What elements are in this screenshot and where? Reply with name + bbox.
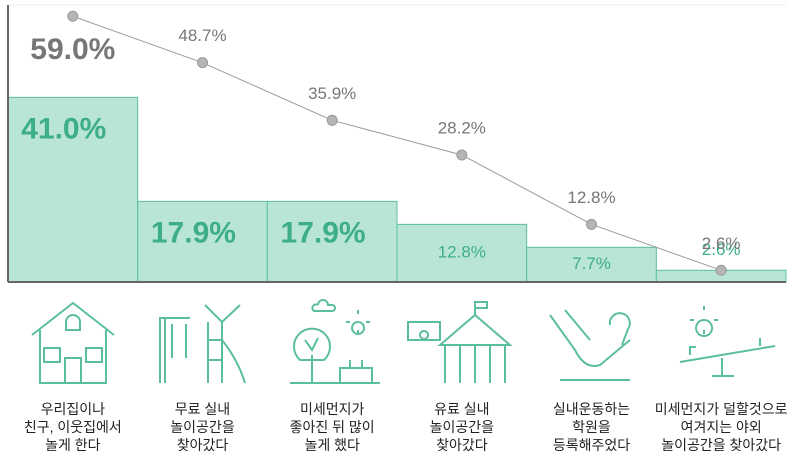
icons: [31, 299, 776, 384]
line-point: [715, 264, 727, 276]
line-value-label: 59.0%: [30, 33, 115, 66]
line-point: [586, 218, 597, 230]
bar: [526, 246, 657, 283]
line-point: [67, 10, 79, 22]
category-label: 무료 실내 놀이공간을 찾아갔다: [170, 401, 235, 453]
bar-value-label: 17.9%: [151, 216, 236, 249]
bar-value-label: 12.8%: [438, 243, 486, 262]
category-label: 유료 실내 놀이공간을 찾아갔다: [429, 401, 495, 453]
bar-value-label: 7.7%: [572, 254, 611, 273]
line-point: [197, 57, 208, 69]
line-value-label: 35.9%: [308, 84, 356, 103]
category-label: 미세먼지가 좋아진 뒤 많이 놀게 했다: [289, 401, 375, 453]
bar-value-label: 17.9%: [281, 216, 366, 249]
bar: [137, 200, 268, 283]
line-value-label: 28.2%: [438, 118, 486, 137]
category-label: 우리집이나 친구, 이웃집에서 놀게 한다: [23, 401, 122, 453]
bar-value-label: 41.0%: [21, 112, 106, 145]
line-point: [326, 114, 338, 126]
line-value-label: 2.6%: [702, 234, 741, 253]
line-value-label: 48.7%: [178, 26, 226, 45]
bar-value-label: 2.6%: [702, 240, 741, 259]
line-value-label: 12.8%: [567, 188, 615, 207]
line: [72, 15, 722, 271]
category-label: 실내운동하는 학원을 등록해주었다: [552, 401, 631, 453]
category-label: 미세먼지가 덜할것으로 여겨지는 야외 놀이공간을 찾아갔다: [654, 401, 788, 453]
line-point: [456, 149, 468, 161]
